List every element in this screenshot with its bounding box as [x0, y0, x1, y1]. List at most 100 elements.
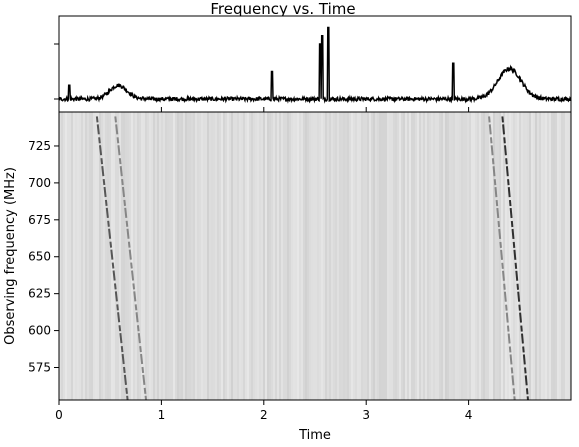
- noise-column: [149, 112, 151, 400]
- noise-column: [455, 112, 457, 400]
- y-tick-label: 600: [28, 324, 51, 338]
- noise-column: [357, 112, 359, 400]
- noise-column: [179, 112, 181, 400]
- noise-column: [237, 112, 239, 400]
- noise-column: [489, 112, 491, 400]
- noise-column: [511, 112, 513, 400]
- noise-column: [295, 112, 297, 400]
- noise-column: [147, 112, 149, 400]
- noise-column: [359, 112, 361, 400]
- noise-column: [187, 112, 189, 400]
- noise-column: [377, 112, 379, 400]
- noise-column: [559, 112, 561, 400]
- noise-column: [315, 112, 317, 400]
- noise-column: [287, 112, 289, 400]
- noise-column: [527, 112, 529, 400]
- noise-column: [459, 112, 461, 400]
- noise-column: [63, 112, 65, 400]
- noise-column: [291, 112, 293, 400]
- noise-column: [347, 112, 349, 400]
- noise-column: [405, 112, 407, 400]
- noise-column: [353, 112, 355, 400]
- y-axis-label: Observing frequency (MHz): [3, 167, 18, 345]
- noise-column: [425, 112, 427, 400]
- noise-column: [569, 112, 571, 400]
- noise-column: [133, 112, 135, 400]
- noise-column: [135, 112, 137, 400]
- noise-column: [421, 112, 423, 400]
- noise-column: [207, 112, 209, 400]
- noise-column: [541, 112, 543, 400]
- noise-column: [275, 112, 277, 400]
- noise-column: [363, 112, 365, 400]
- noise-column: [121, 112, 123, 400]
- noise-column: [445, 112, 447, 400]
- noise-column: [245, 112, 247, 400]
- noise-column: [211, 112, 213, 400]
- noise-column: [387, 112, 389, 400]
- noise-column: [249, 112, 251, 400]
- noise-column: [555, 112, 557, 400]
- noise-column: [85, 112, 87, 400]
- noise-column: [255, 112, 257, 400]
- noise-column: [323, 112, 325, 400]
- x-tick-label: 0: [55, 408, 63, 422]
- noise-column: [505, 112, 507, 400]
- noise-column: [337, 112, 339, 400]
- noise-column: [465, 112, 467, 400]
- noise-column: [191, 112, 193, 400]
- noise-column: [497, 112, 499, 400]
- noise-column: [95, 112, 97, 400]
- noise-column: [451, 112, 453, 400]
- noise-column: [205, 112, 207, 400]
- dispersed-sweep-1: [95, 116, 129, 401]
- noise-column: [65, 112, 67, 400]
- noise-column: [241, 112, 243, 400]
- noise-column: [437, 112, 439, 400]
- noise-column: [517, 112, 519, 400]
- noise-column: [157, 112, 159, 400]
- noise-column: [473, 112, 475, 400]
- noise-column: [401, 112, 403, 400]
- noise-column: [379, 112, 381, 400]
- chart-title: Frequency vs. Time: [210, 0, 355, 18]
- noise-column: [189, 112, 191, 400]
- noise-column: [267, 112, 269, 400]
- noise-column: [307, 112, 309, 400]
- noise-column: [235, 112, 237, 400]
- noise-column: [119, 112, 121, 400]
- noise-column: [163, 112, 165, 400]
- noise-column: [193, 112, 195, 400]
- noise-column: [257, 112, 259, 400]
- noise-column: [173, 112, 175, 400]
- noise-column: [273, 112, 275, 400]
- noise-column: [381, 112, 383, 400]
- noise-column: [547, 112, 549, 400]
- noise-column: [73, 112, 75, 400]
- noise-column: [403, 112, 405, 400]
- noise-column: [567, 112, 569, 400]
- noise-column: [195, 112, 197, 400]
- noise-column: [355, 112, 357, 400]
- noise-column: [335, 112, 337, 400]
- noise-column: [397, 112, 399, 400]
- noise-column: [303, 112, 305, 400]
- noise-column: [487, 112, 489, 400]
- noise-column: [413, 112, 415, 400]
- noise-column: [93, 112, 95, 400]
- noise-column: [361, 112, 363, 400]
- noise-column: [277, 112, 279, 400]
- noise-column: [441, 112, 443, 400]
- noise-column: [463, 112, 465, 400]
- noise-column: [433, 112, 435, 400]
- noise-column: [137, 112, 139, 400]
- noise-column: [67, 112, 69, 400]
- noise-column: [199, 112, 201, 400]
- spectrum-noise: [59, 112, 571, 400]
- noise-column: [449, 112, 451, 400]
- noise-column: [533, 112, 535, 400]
- noise-column: [327, 112, 329, 400]
- x-tick-label: 3: [362, 408, 370, 422]
- noise-column: [483, 112, 485, 400]
